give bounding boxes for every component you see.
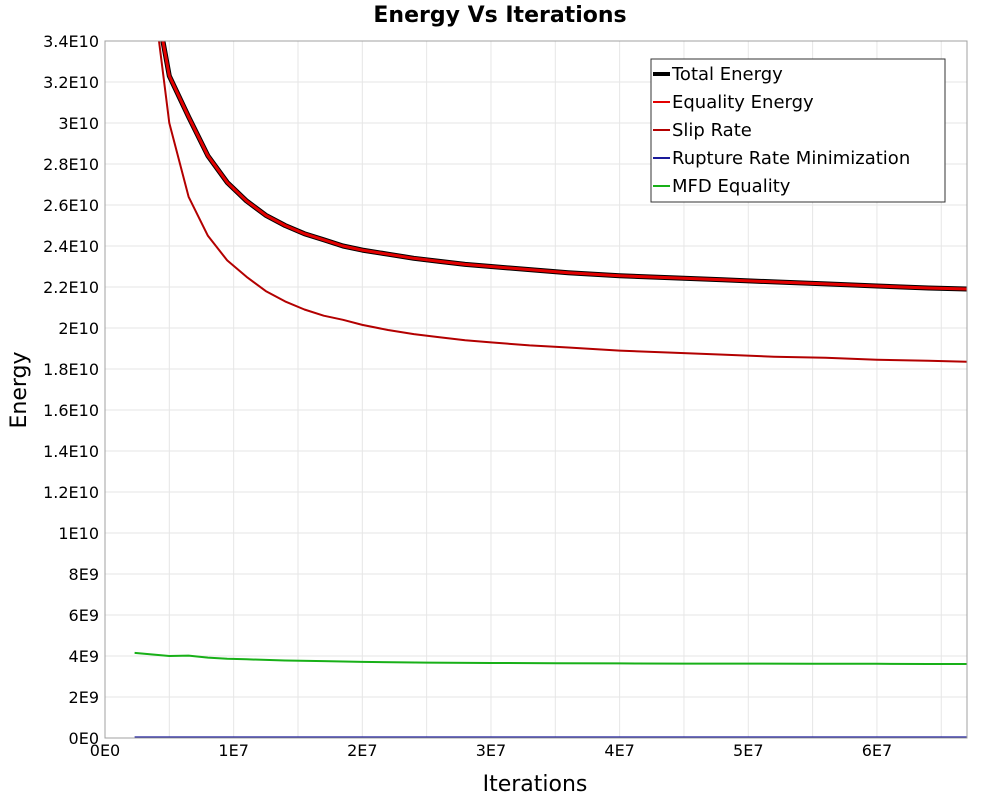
y-tick-label: 2.6E10 [43, 196, 99, 215]
series-line-equality-energy [161, 41, 967, 291]
y-tick-label: 8E9 [69, 565, 99, 584]
y-tick-label: 1.6E10 [43, 401, 99, 420]
y-tick-label: 6E9 [69, 606, 99, 625]
plot-border [104, 40, 968, 739]
x-tick-label: 4E7 [604, 741, 634, 760]
y-tick-label: 2.8E10 [43, 155, 99, 174]
y-tick-label: 2.2E10 [43, 278, 99, 297]
y-tick-label: 2E9 [69, 688, 99, 707]
y-tick-label: 1E10 [58, 524, 99, 543]
y-tick-label: 3E10 [58, 114, 99, 133]
legend-label: MFD Equality [672, 176, 791, 197]
legend-box [650, 58, 946, 203]
x-tick-label: 0E0 [90, 741, 120, 760]
x-tick-label: 5E7 [733, 741, 763, 760]
legend-label: Equality Energy [672, 92, 814, 113]
y-tick-label: 1.8E10 [43, 360, 99, 379]
x-tick-label: 3E7 [476, 741, 506, 760]
series-line-mfd-equality [134, 651, 967, 665]
y-tick-label: 2.4E10 [43, 237, 99, 256]
y-tick-label: 3.4E10 [43, 32, 99, 51]
y-tick-label: 3.2E10 [43, 73, 99, 92]
y-tick-label: 1.2E10 [43, 483, 99, 502]
legend-label: Rupture Rate Minimization [672, 148, 910, 169]
chart-title: Energy Vs Iterations [373, 3, 626, 28]
series-line-slip-rate [158, 41, 967, 363]
legend-label: Slip Rate [672, 120, 752, 141]
x-axis-label: Iterations [483, 772, 588, 797]
legend-label: Total Energy [671, 64, 783, 85]
y-tick-label: 2E10 [58, 319, 99, 338]
y-tick-label: 4E9 [69, 647, 99, 666]
y-axis-ticks: 0E0 2E9 4E9 6E9 8E9 1E10 1.2E10 1.4E10 1.6E10 1.8… [43, 32, 99, 748]
plot-area [134, 41, 967, 738]
x-tick-label: 2E7 [347, 741, 377, 760]
y-tick-label: 1.4E10 [43, 442, 99, 461]
legend: Total Energy Equality Energy Slip Rate Rupt… [650, 58, 946, 203]
y-axis-label: Energy [7, 351, 32, 428]
x-axis-ticks: 0E0 1E7 2E7 3E7 4E7 5E7 6E7 [90, 741, 892, 760]
x-tick-label: 1E7 [218, 741, 248, 760]
x-tick-label: 6E7 [862, 741, 892, 760]
y-tick-label: 0E0 [69, 729, 99, 748]
